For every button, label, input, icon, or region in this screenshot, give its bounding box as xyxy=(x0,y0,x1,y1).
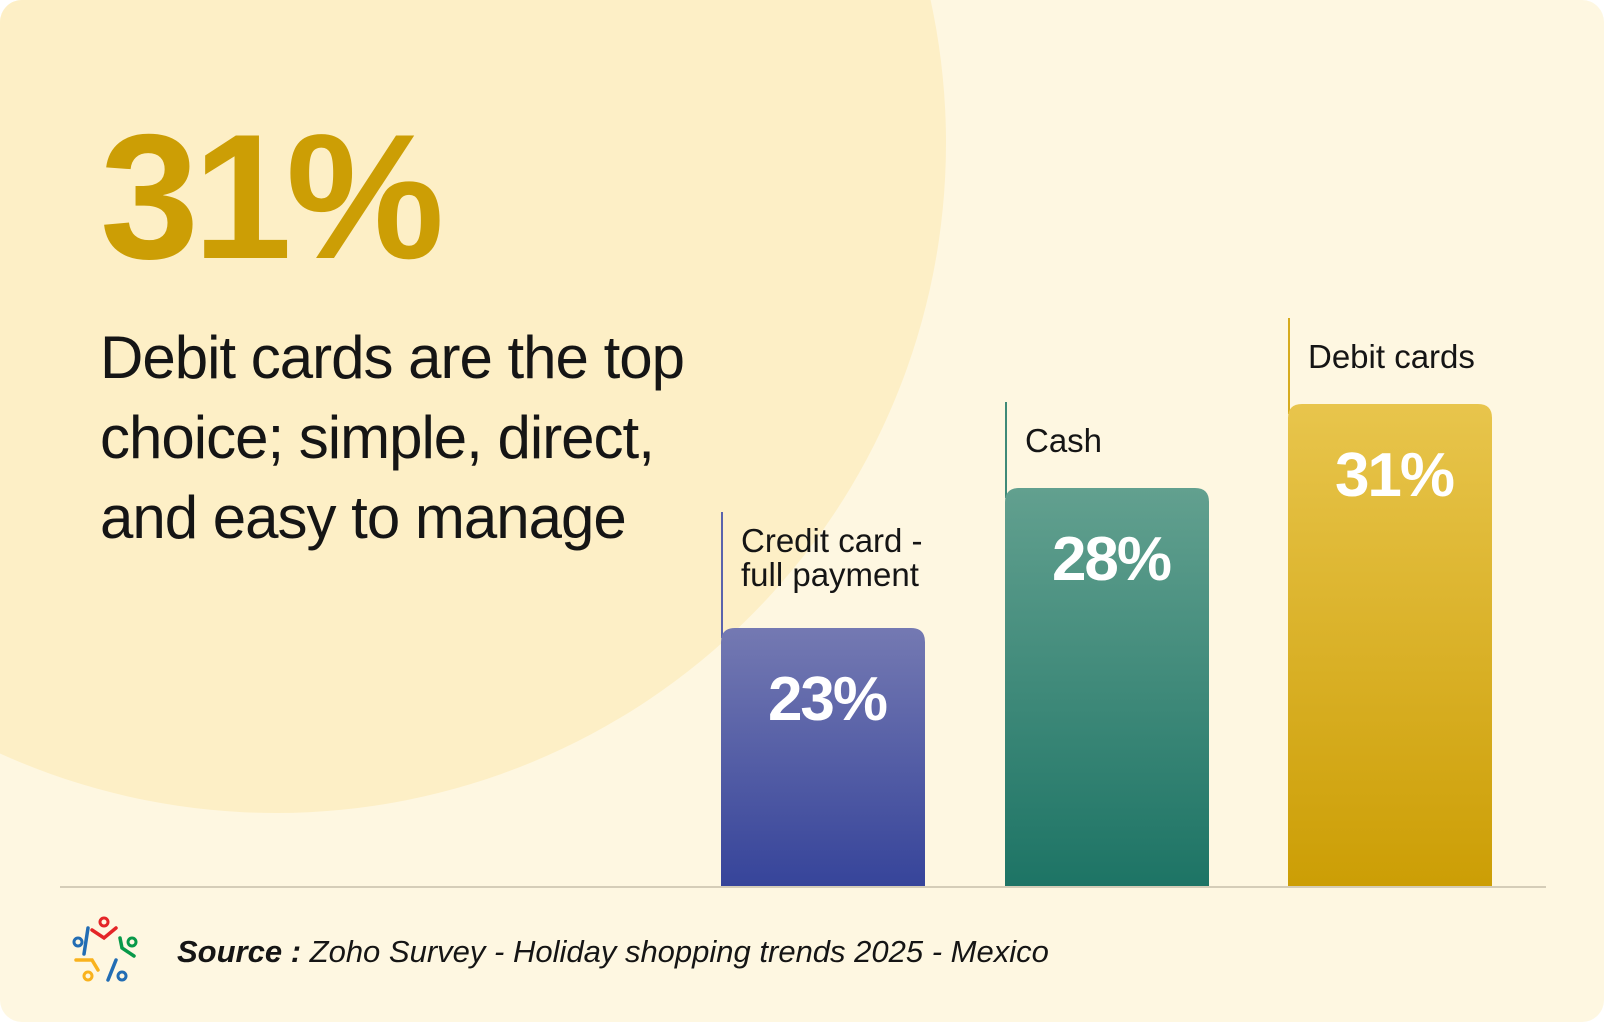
bar-data-label: 31% xyxy=(1335,441,1454,510)
headline-stat: 31% xyxy=(100,97,444,296)
bar-data-label: 28% xyxy=(1052,525,1171,594)
source-label: Source : xyxy=(177,934,302,969)
bar-category-label: Cash xyxy=(1025,422,1102,459)
zoho-survey-logo-icon xyxy=(72,916,138,982)
bar-category-label: Credit card - xyxy=(741,522,923,559)
headline-text: Debit cards are the top choice; simple, … xyxy=(100,324,685,551)
bar-0 xyxy=(721,628,925,887)
source-note: Source : Zoho Survey - Holiday shopping … xyxy=(177,934,1049,970)
bar-category-label: Debit cards xyxy=(1308,338,1475,375)
chart-baseline xyxy=(60,886,1546,888)
bar-data-label: 23% xyxy=(768,665,887,734)
bar-2 xyxy=(1288,404,1492,887)
source-text: Zoho Survey - Holiday shopping trends 20… xyxy=(301,934,1049,969)
bar-category-label: full payment xyxy=(741,556,919,593)
bar-1 xyxy=(1005,488,1209,887)
